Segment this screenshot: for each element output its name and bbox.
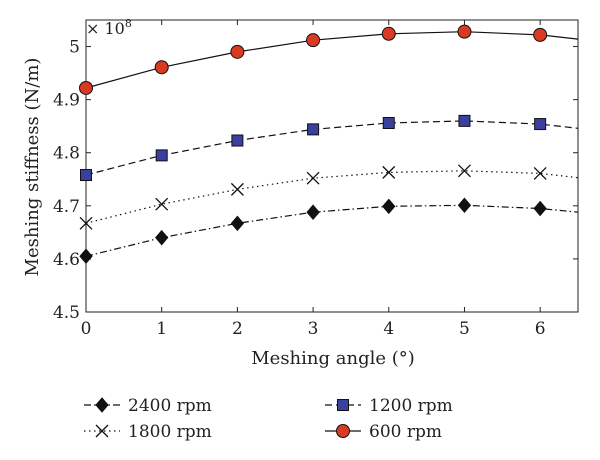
legend-label-1800-rpm: 1800 rpm	[128, 422, 212, 442]
legend-marker-600-rpm	[336, 424, 350, 438]
data-point-1200-rpm	[458, 114, 471, 127]
legend-label-1200-rpm: 1200 rpm	[369, 396, 453, 416]
series-lines	[85, 31, 579, 257]
data-point-1800-rpm	[306, 171, 320, 185]
plot-frame	[85, 19, 579, 313]
data-point-2400-rpm	[79, 248, 93, 265]
data-point-2400-rpm	[230, 215, 245, 232]
y-axis-multiplier-base: × 10	[86, 19, 125, 38]
data-point-1200-rpm	[307, 123, 320, 136]
x-tick-label: 6	[535, 319, 546, 339]
legend-marker-2400-rpm	[95, 397, 109, 413]
data-point-1800-rpm	[533, 166, 547, 180]
y-tick-label: 4.6	[53, 250, 80, 270]
data-point-600-rpm	[230, 44, 245, 59]
data-point-600-rpm	[79, 80, 93, 95]
data-point-2400-rpm	[382, 198, 396, 215]
y-tick-label: 4.7	[53, 197, 80, 217]
data-point-1200-rpm	[155, 149, 168, 162]
legend-marker-1200-rpm	[337, 399, 349, 411]
data-point-1800-rpm	[382, 165, 396, 179]
legend-label-2400-rpm: 2400 rpm	[128, 396, 212, 416]
data-point-2400-rpm	[533, 200, 547, 217]
data-point-1800-rpm	[155, 197, 169, 211]
legend-marker-1800-rpm	[95, 424, 109, 438]
data-point-1200-rpm	[231, 134, 244, 147]
data-point-1200-rpm	[80, 169, 92, 182]
plot-box	[85, 19, 579, 313]
series-line-600-rpm	[85, 31, 579, 89]
series-line-1200-rpm	[85, 120, 579, 176]
data-point-2400-rpm	[306, 204, 320, 220]
data-point-600-rpm	[533, 27, 548, 42]
series-line-1800-rpm	[85, 170, 579, 224]
series-line-2400-rpm	[85, 204, 579, 257]
x-axis-label: Meshing angle (°)	[251, 348, 415, 369]
y-tick-label: 4.5	[53, 303, 80, 323]
data-point-1200-rpm	[382, 116, 395, 129]
data-point-600-rpm	[306, 33, 321, 48]
data-point-600-rpm	[381, 26, 396, 41]
y-axis-ticks: 4.5 4.6 4.7 4.8 4.9 5	[53, 38, 578, 323]
y-axis-label: Meshing stiffness (N/m)	[22, 58, 43, 277]
data-point-2400-rpm	[155, 229, 169, 246]
y-axis-multiplier-exponent: 8	[125, 17, 132, 30]
data-point-1800-rpm	[230, 182, 244, 196]
x-tick-label: 2	[232, 319, 243, 339]
x-axis-ticks: 0 1 2 3 4 5 6	[81, 20, 546, 339]
data-point-1200-rpm	[534, 118, 547, 131]
x-tick-label: 0	[81, 319, 92, 339]
legend-label-600-rpm: 600 rpm	[369, 422, 442, 442]
legend: 2400 rpm 1800 rpm 1200 rpm 600 rpm	[84, 396, 453, 442]
x-tick-label: 1	[156, 319, 167, 339]
y-tick-label: 4.9	[53, 91, 80, 111]
x-tick-label: 4	[383, 319, 394, 339]
data-point-2400-rpm	[457, 197, 472, 214]
data-point-600-rpm	[154, 60, 169, 75]
x-tick-label: 5	[459, 319, 470, 339]
y-tick-label: 4.8	[53, 144, 80, 164]
data-point-1800-rpm	[79, 216, 93, 230]
data-point-600-rpm	[457, 24, 472, 39]
x-tick-label: 3	[308, 319, 319, 339]
series-markers	[79, 24, 548, 265]
y-axis-multiplier: × 108	[86, 17, 132, 38]
data-point-1800-rpm	[458, 164, 471, 178]
y-tick-label: 5	[69, 38, 80, 58]
